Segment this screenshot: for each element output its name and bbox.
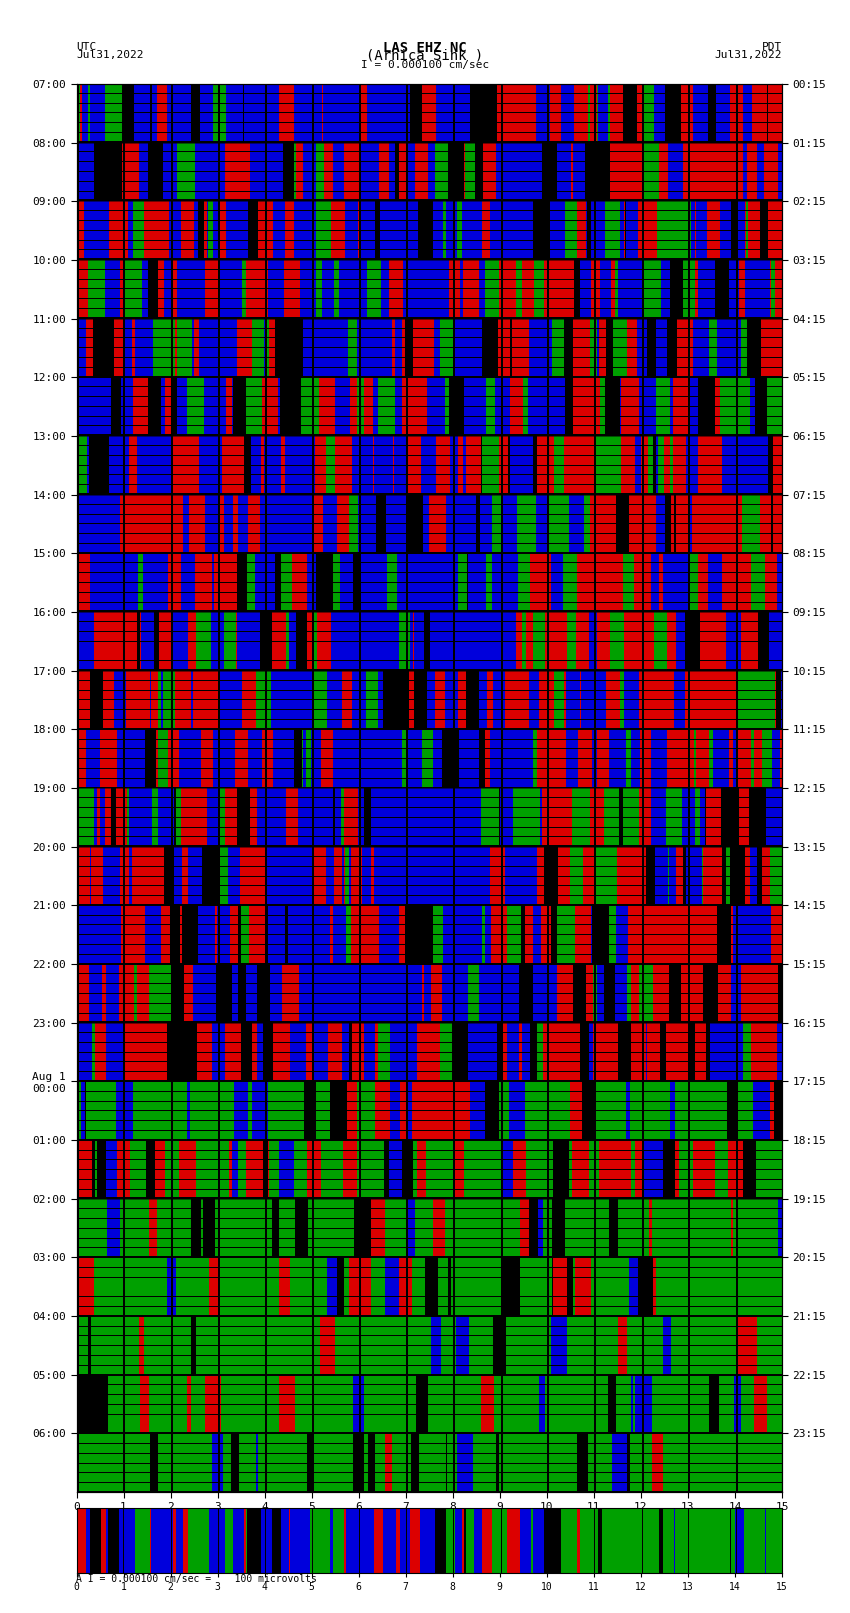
Text: I = 0.000100 cm/sec: I = 0.000100 cm/sec [361,60,489,71]
X-axis label: TIME (MINUTES): TIME (MINUTES) [377,1518,482,1531]
Text: LAS EHZ NC: LAS EHZ NC [383,40,467,55]
Text: A I = 0.000100 cm/sec =    100 microvolts: A I = 0.000100 cm/sec = 100 microvolts [76,1574,317,1584]
Text: UTC: UTC [76,42,97,52]
Text: Jul31,2022: Jul31,2022 [715,50,782,60]
Text: PDT: PDT [762,42,782,52]
Text: Jul31,2022: Jul31,2022 [76,50,144,60]
Text: (Arnica Sink ): (Arnica Sink ) [366,48,484,63]
